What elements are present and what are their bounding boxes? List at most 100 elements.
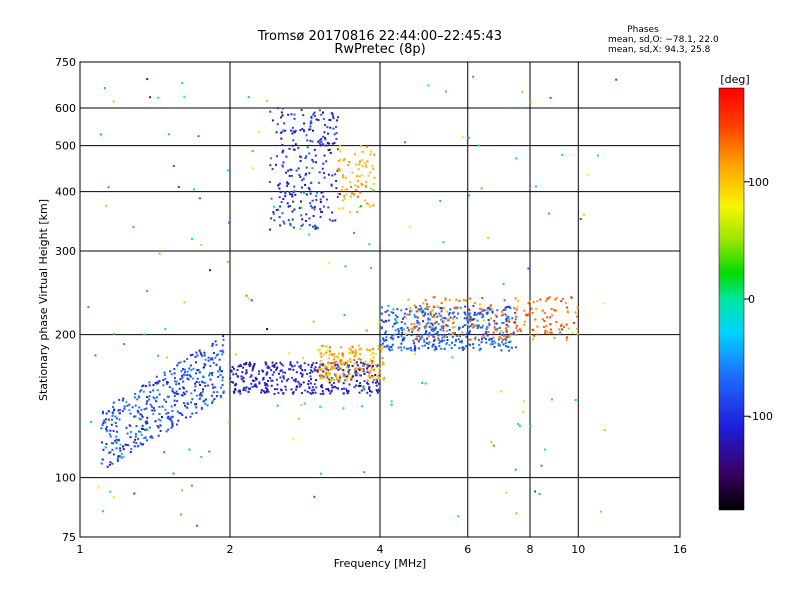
data-point-1798 — [321, 167, 324, 170]
data-point-1054 — [434, 327, 437, 330]
data-point-1467 — [566, 336, 568, 339]
data-point-113 — [217, 370, 219, 373]
data-point-1967 — [183, 95, 186, 98]
data-point-819 — [382, 378, 385, 381]
data-point-1850 — [278, 216, 281, 219]
y-tick-label-7: 750 — [55, 56, 76, 69]
y-tick-label-4: 400 — [55, 186, 76, 199]
data-point-1263 — [421, 311, 424, 314]
data-point-1479 — [515, 308, 518, 311]
data-point-1509 — [434, 321, 437, 324]
data-point-1417 — [500, 337, 502, 339]
data-point-1936 — [347, 164, 350, 166]
data-point-1805 — [318, 181, 321, 184]
data-point-1198 — [488, 322, 491, 325]
data-point-1730 — [310, 117, 313, 120]
data-point-241 — [108, 433, 111, 436]
data-point-222 — [171, 421, 174, 424]
data-point-2068 — [548, 212, 551, 215]
data-point-773 — [292, 392, 294, 395]
data-point-1235 — [515, 346, 517, 349]
data-point-1377 — [486, 326, 489, 328]
data-point-1158 — [509, 307, 512, 310]
data-point-1652 — [280, 137, 283, 140]
data-point-1186 — [385, 339, 388, 342]
data-point-1267 — [482, 315, 485, 318]
data-point-785 — [237, 375, 239, 378]
data-point-1521 — [434, 296, 437, 299]
data-point-2085 — [133, 492, 136, 495]
data-point-256 — [110, 442, 113, 445]
data-point-502 — [321, 364, 324, 367]
data-point-1329 — [435, 347, 438, 350]
data-point-1389 — [457, 328, 460, 331]
data-point-1661 — [291, 218, 294, 221]
data-point-2066 — [197, 135, 200, 138]
data-point-1694 — [336, 195, 339, 198]
data-point-780 — [266, 371, 269, 374]
data-point-1810 — [318, 171, 321, 174]
data-point-833 — [338, 367, 341, 370]
data-point-813 — [363, 364, 365, 367]
data-point-1705 — [331, 142, 334, 145]
data-point-1530 — [474, 338, 477, 341]
data-point-371 — [200, 353, 203, 356]
data-point-706 — [265, 373, 268, 376]
data-point-820 — [340, 346, 343, 349]
data-point-2007 — [112, 100, 115, 103]
data-point-676 — [358, 391, 361, 394]
data-point-218 — [169, 418, 172, 421]
data-point-2087 — [211, 399, 214, 402]
y-tick-label-3: 300 — [55, 245, 76, 258]
data-point-801 — [354, 351, 357, 354]
data-point-507 — [346, 375, 349, 378]
data-point-550 — [312, 391, 314, 394]
data-point-620 — [340, 388, 343, 391]
data-point-528 — [343, 387, 345, 390]
data-points — [87, 75, 618, 527]
data-point-1533 — [481, 336, 484, 339]
data-point-774 — [346, 392, 349, 395]
data-point-1410 — [549, 323, 552, 326]
data-point-255 — [184, 374, 187, 376]
data-point-1147 — [394, 314, 397, 317]
data-point-784 — [360, 374, 362, 377]
data-point-740 — [257, 373, 260, 375]
data-point-909 — [378, 367, 381, 370]
data-point-1236 — [413, 349, 416, 352]
data-point-587 — [284, 371, 286, 374]
data-point-1428 — [474, 324, 477, 327]
data-point-1766 — [302, 114, 305, 117]
data-point-1272 — [446, 342, 448, 345]
data-point-1858 — [313, 148, 316, 151]
data-point-429 — [322, 370, 325, 373]
data-point-1692 — [277, 183, 280, 186]
data-point-1469 — [423, 338, 426, 341]
data-point-134 — [112, 406, 115, 408]
data-point-146 — [221, 379, 224, 382]
data-point-99 — [170, 405, 173, 408]
data-point-551 — [306, 390, 309, 393]
data-point-2056 — [234, 353, 237, 356]
data-point-1555 — [433, 314, 435, 317]
data-point-1976 — [454, 326, 457, 329]
data-point-338 — [128, 424, 131, 427]
data-point-907 — [327, 371, 330, 374]
data-point-644 — [265, 363, 267, 366]
data-point-1538 — [505, 327, 507, 330]
data-point-1513 — [571, 331, 574, 334]
data-point-1708 — [288, 147, 291, 150]
data-point-1276 — [442, 329, 445, 332]
data-point-570 — [337, 368, 340, 371]
data-point-963 — [366, 349, 369, 352]
data-point-375 — [207, 356, 210, 359]
data-point-328 — [171, 424, 174, 427]
data-point-901 — [328, 373, 331, 376]
data-point-1249 — [441, 333, 444, 336]
data-point-757 — [276, 388, 279, 391]
data-point-1567 — [505, 323, 508, 326]
data-point-234 — [156, 382, 159, 385]
data-point-1346 — [425, 342, 428, 344]
data-point-574 — [309, 375, 312, 378]
